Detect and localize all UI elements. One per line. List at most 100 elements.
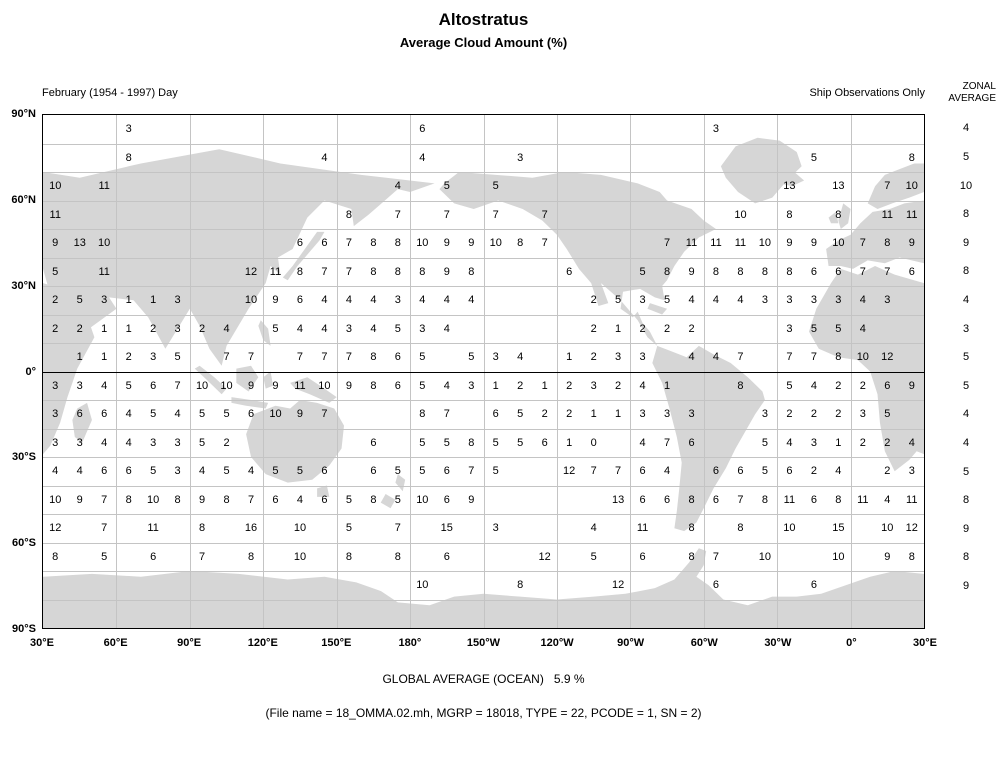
cell-value: 4 [345, 294, 352, 307]
cell-value: 13 [611, 493, 625, 506]
cell-value: 12 [611, 579, 625, 592]
cell-value: 8 [419, 408, 426, 421]
cell-value: 4 [884, 493, 891, 506]
cell-value: 10 [832, 237, 845, 250]
latitude-gridline [43, 599, 924, 601]
cell-value: 8 [394, 237, 401, 250]
cell-value: 5 [101, 550, 108, 563]
cell-value: 15 [832, 522, 845, 535]
cell-value: 7 [737, 351, 744, 364]
cell-value: 3 [174, 322, 181, 335]
latitude-gridline [43, 172, 924, 173]
cell-value: 3 [468, 379, 475, 392]
cell-value: 10 [905, 180, 918, 193]
cell-value: 12 [881, 351, 894, 364]
cell-value: 2 [859, 436, 866, 449]
cell-value: 7 [321, 408, 328, 421]
cell-value: 3 [590, 379, 597, 392]
cell-value: 5 [492, 436, 499, 449]
cell-value: 7 [101, 493, 108, 506]
cell-value: 8 [174, 493, 181, 506]
cell-value: 16 [244, 522, 258, 535]
cell-value: 4 [370, 322, 377, 335]
zonal-average-value: 4 [962, 408, 970, 421]
cell-value: 2 [590, 322, 597, 335]
cell-value: 6 [370, 465, 377, 478]
cell-value: 6 [786, 465, 793, 478]
cell-value: 4 [908, 436, 915, 449]
cell-value: 8 [468, 265, 475, 278]
cell-value: 8 [835, 493, 842, 506]
cell-value: 6 [76, 408, 83, 421]
cell-value: 8 [370, 379, 377, 392]
cell-value: 7 [884, 180, 891, 193]
cell-value: 5 [443, 436, 450, 449]
y-axis-label: 60°N [11, 193, 36, 206]
cell-value: 5 [517, 408, 524, 421]
cell-value: 4 [296, 322, 304, 335]
cell-value: 11 [857, 493, 869, 506]
cell-value: 7 [247, 351, 255, 364]
cell-value: 6 [321, 465, 328, 478]
latitude-gridline [43, 143, 924, 145]
y-axis-label: 30°S [12, 451, 36, 464]
cell-value: 9 [468, 237, 475, 250]
cell-value: 6 [101, 465, 108, 478]
cell-value: 2 [786, 408, 793, 421]
cell-value: 2 [52, 294, 59, 307]
landmass-new-zealand-south [380, 494, 396, 509]
cell-value: 8 [125, 151, 132, 164]
cell-value: 7 [345, 237, 352, 250]
cell-value: 7 [810, 351, 817, 364]
cell-value: 3 [786, 322, 793, 335]
landmass-sulawesi [263, 371, 274, 389]
cell-value: 7 [590, 465, 597, 478]
cell-value: 8 [247, 550, 255, 563]
x-axis: 30°E 60°E 90°E 120°E 150°E 180° 150°W 120°W 90°W… [30, 637, 937, 653]
zonal-average-header: ZONAL AVERAGE [948, 81, 996, 105]
cell-value: 2 [223, 436, 230, 449]
cell-value: 5 [296, 465, 304, 478]
cell-value: 1 [150, 294, 157, 307]
cell-value: 3 [688, 408, 695, 421]
cell-value: 3 [52, 379, 59, 392]
cell-value: 7 [394, 522, 401, 535]
zonal-average-value: 9 [962, 236, 970, 249]
cell-value: 4 [419, 151, 426, 164]
cell-value: 8 [908, 151, 915, 164]
cell-value: 1 [76, 351, 83, 364]
cell-value: 3 [761, 408, 768, 421]
cell-value: 10 [147, 493, 160, 506]
cell-value: 6 [272, 493, 279, 506]
cell-value: 4 [125, 436, 132, 449]
latitude-gridline [43, 571, 924, 572]
cell-value: 6 [884, 379, 891, 392]
cell-value: 5 [419, 465, 426, 478]
cell-value: 3 [786, 294, 793, 307]
cell-value: 6 [247, 408, 255, 421]
landmass-greenland [720, 137, 802, 204]
cell-value: 10 [856, 351, 869, 364]
cell-value: 10 [293, 550, 307, 563]
cell-value: 4 [76, 465, 83, 478]
cell-value: 5 [663, 294, 671, 307]
zonal-average-value: 5 [962, 351, 970, 364]
cell-value: 8 [345, 208, 352, 221]
cell-value: 3 [884, 294, 891, 307]
cell-value: 4 [859, 294, 866, 307]
cell-value: 8 [761, 265, 768, 278]
zonal-average-value: 8 [962, 208, 970, 221]
cell-value: 10 [881, 522, 894, 535]
cell-value: 5 [223, 408, 230, 421]
latitude-gridline [43, 314, 924, 316]
cell-value: 8 [517, 579, 524, 592]
cell-value: 7 [712, 550, 720, 563]
cell-value: 12 [905, 522, 918, 535]
cell-value: 7 [101, 522, 108, 535]
cell-value: 4 [321, 322, 328, 335]
cell-value: 11 [685, 237, 698, 250]
cell-value: 6 [835, 265, 842, 278]
cell-value: 10 [49, 493, 62, 506]
cell-value: 6 [296, 237, 304, 250]
cell-value: 7 [394, 208, 401, 221]
